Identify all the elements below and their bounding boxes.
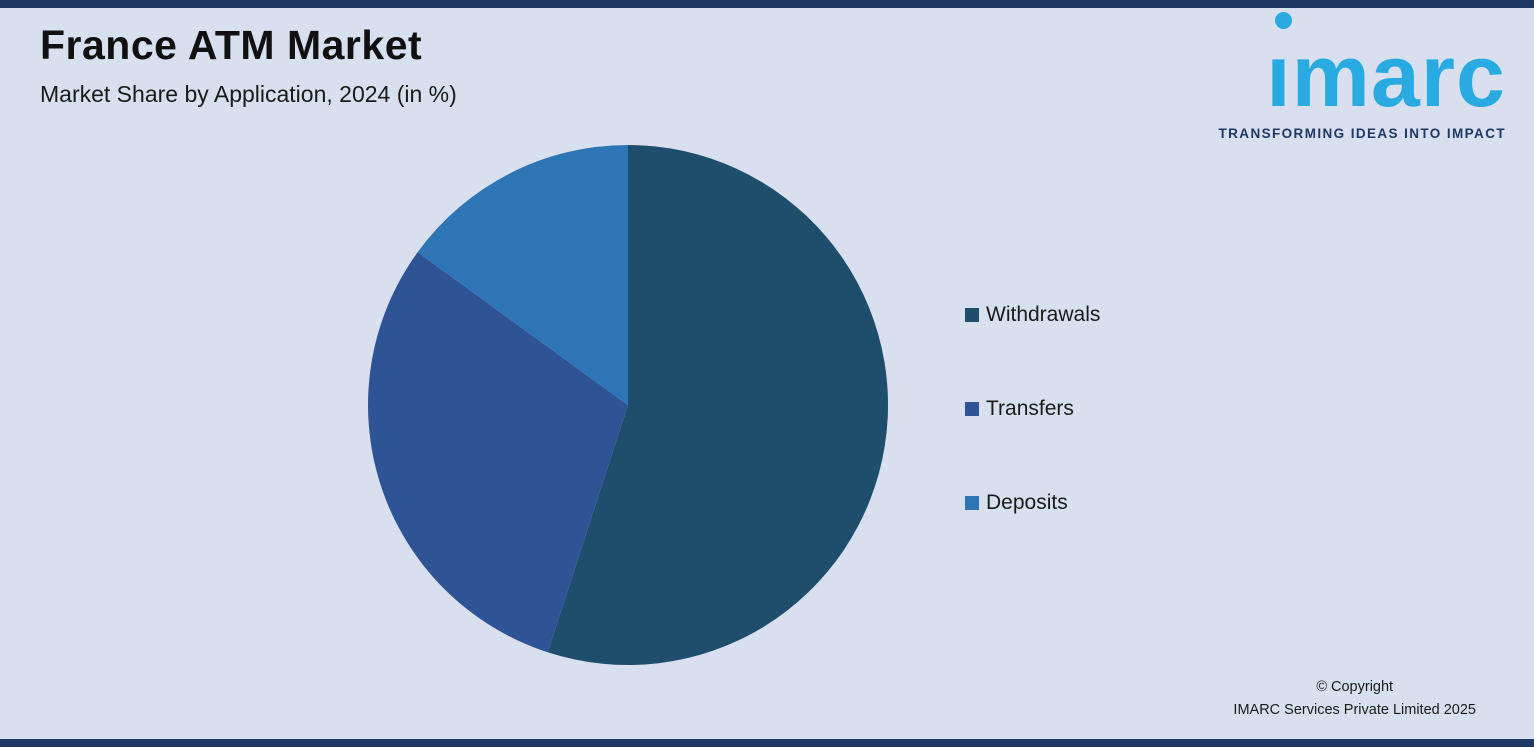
legend-item-withdrawals: Withdrawals — [965, 303, 1100, 327]
pie-slice-transfers — [368, 252, 628, 653]
legend-item-deposits: Deposits — [965, 491, 1100, 515]
copyright-notice: © Copyright IMARC Services Private Limit… — [1233, 676, 1476, 721]
logo-tagline: TRANSFORMING IDEAS INTO IMPACT — [1218, 126, 1506, 141]
logo-dot-icon — [1275, 12, 1293, 29]
legend-swatch-withdrawals — [965, 308, 979, 322]
logo-wordmark: ımarc — [1266, 26, 1506, 125]
legend-label-transfers: Transfers — [986, 397, 1074, 420]
page-subtitle: Market Share by Application, 2024 (in %) — [40, 81, 457, 107]
page-title: France ATM Market — [40, 22, 423, 68]
copyright-line1: © Copyright — [1316, 679, 1394, 696]
copyright-line2: IMARC Services Private Limited 2025 — [1233, 701, 1476, 718]
pie-slice-withdrawals — [547, 145, 889, 665]
pie-chart — [368, 145, 889, 665]
legend-swatch-deposits — [965, 496, 979, 510]
pie-slice-deposits — [417, 145, 628, 405]
imarc-logo-mark: ımarc — [1266, 10, 1506, 120]
imarc-logo: ımarc TRANSFORMING IDEAS INTO IMPACT — [1206, 10, 1506, 141]
legend-item-transfers: Transfers — [965, 397, 1100, 421]
legend-label-deposits: Deposits — [986, 491, 1068, 514]
legend-swatch-transfers — [965, 402, 979, 416]
bottom-border-bar — [0, 739, 1534, 747]
legend-label-withdrawals: Withdrawals — [986, 303, 1101, 326]
top-border-bar — [0, 0, 1534, 8]
chart-header: France ATM Market Market Share by Applic… — [40, 22, 457, 108]
pie-chart-container — [363, 140, 893, 670]
chart-legend: Withdrawals Transfers Deposits — [965, 303, 1100, 585]
